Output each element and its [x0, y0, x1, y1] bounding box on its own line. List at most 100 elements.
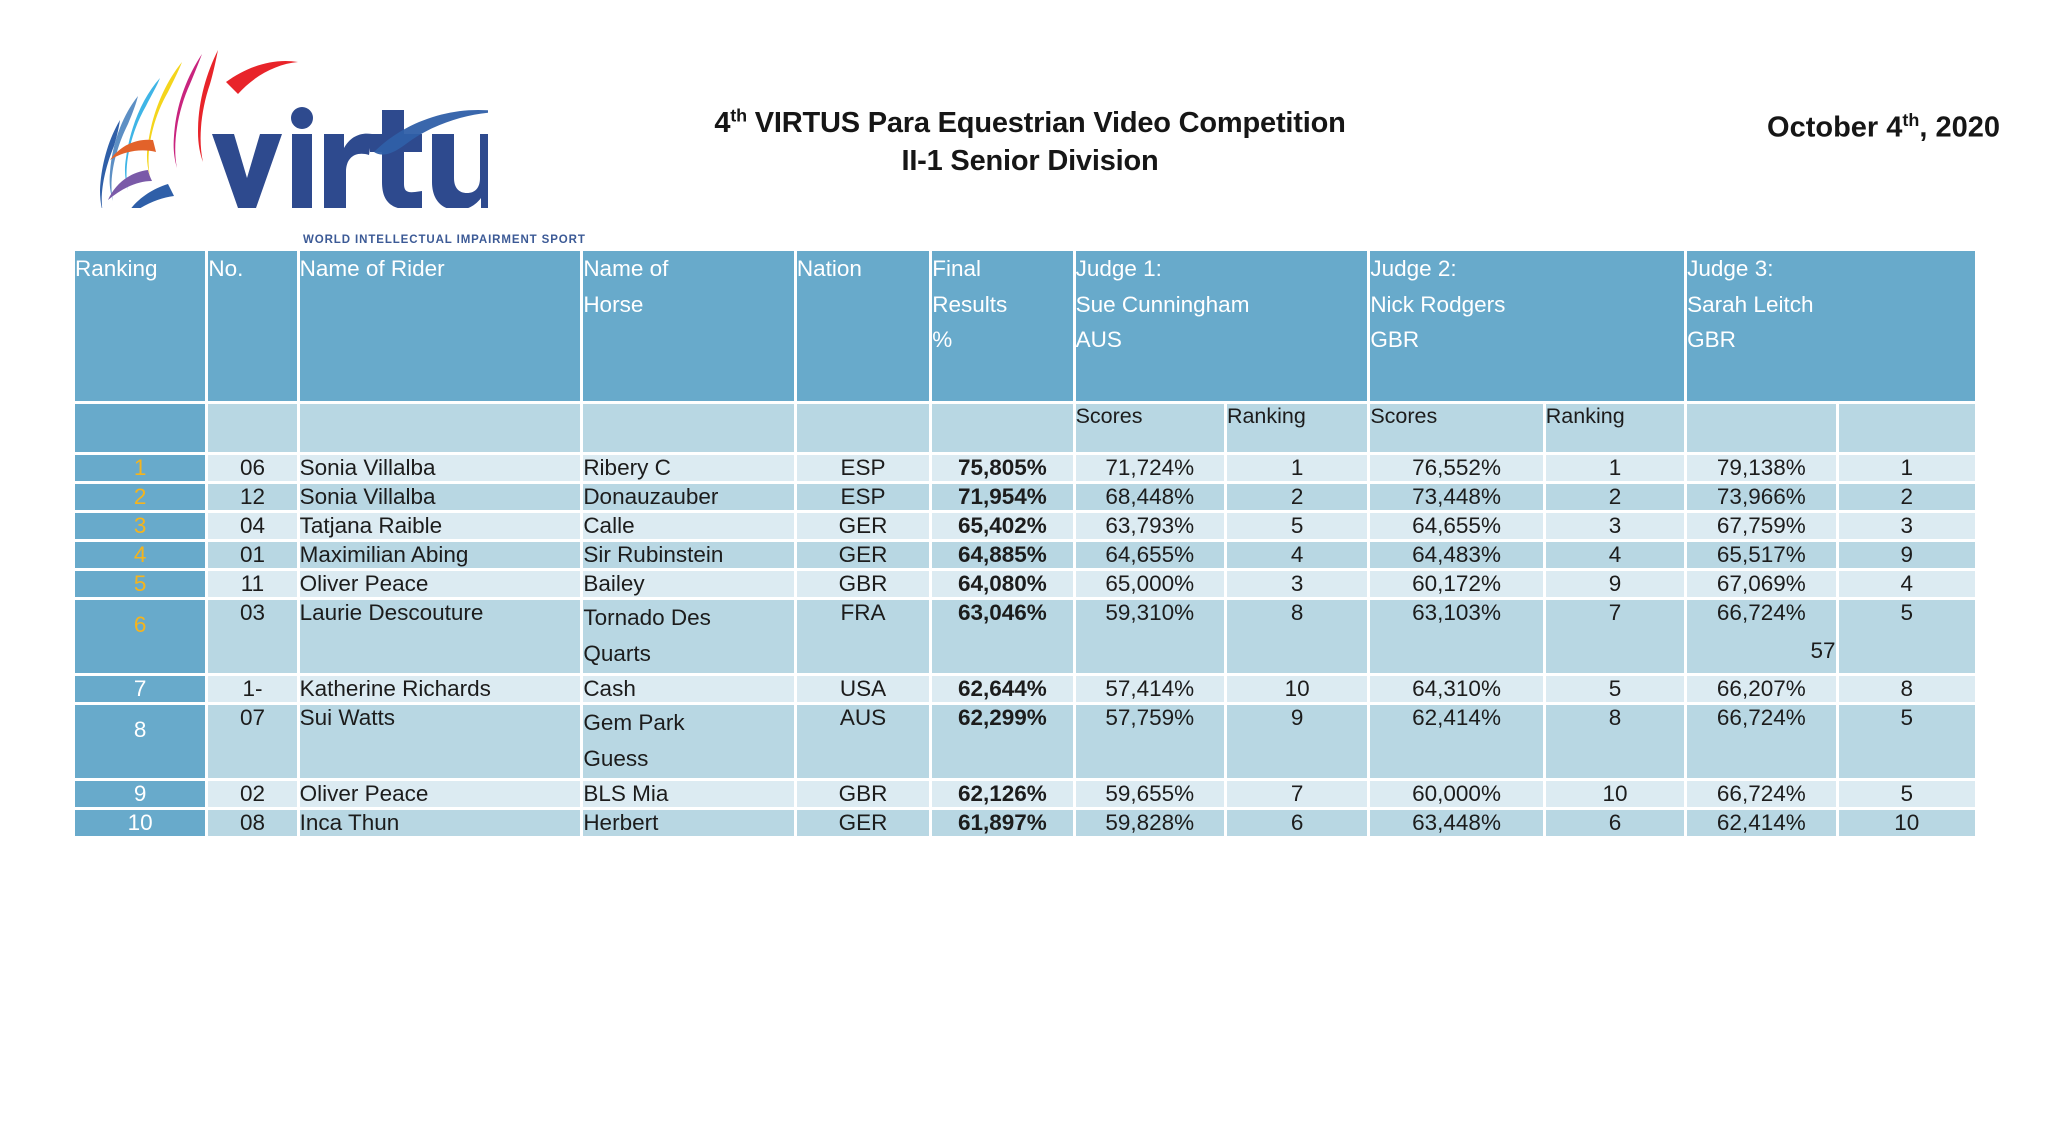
- cell-horse: Cash: [583, 675, 794, 702]
- table-row: 2 12 Sonia Villalba Donauzauber ESP 71,954% 68…: [75, 484, 1975, 510]
- cell-final-result: 63,046%: [932, 600, 1073, 673]
- cell-judge1-score: 71,724%: [1075, 455, 1224, 481]
- header-judge1-nation: AUS: [1075, 327, 1122, 353]
- cell-judge2-score: 64,310%: [1370, 675, 1543, 702]
- logo-tagline: WORLD INTELLECTUAL IMPAIRMENT SPORT: [303, 234, 586, 246]
- cell-judge3-score: 73,966%: [1687, 484, 1836, 510]
- cell-final-result: 75,805%: [932, 455, 1073, 481]
- cell-judge2-score: 60,000%: [1370, 780, 1543, 807]
- cell-judge3-score: 65,517%: [1687, 542, 1836, 568]
- cell-nation: AUS: [796, 704, 930, 778]
- table-row: 5 11 Oliver Peace Bailey GBR 64,080% 65,000% 3 6…: [75, 571, 1975, 597]
- cell-judge3-score: 66,724%: [1687, 704, 1836, 778]
- subheader-judge3-ranking: [1838, 404, 1975, 452]
- cell-judge1-score: 63,793%: [1075, 513, 1224, 539]
- subheader-rider: [299, 404, 581, 452]
- cell-judge1-score: 59,655%: [1075, 780, 1224, 807]
- cell-rider: Oliver Peace: [299, 780, 581, 807]
- cell-judge1-score: 59,310%: [1075, 600, 1224, 673]
- subheader-horse: [583, 404, 794, 452]
- cell-ranking: 6: [75, 600, 206, 673]
- header-judge1-name: Sue Cunningham: [1075, 291, 1250, 317]
- cell-judge1-ranking: 10: [1226, 675, 1368, 702]
- competition-date: October 4th, 2020: [1767, 110, 2000, 145]
- cell-horse: BLS Mia: [583, 780, 794, 807]
- cell-horse: Tornado Des Quarts: [583, 600, 794, 673]
- header-ranking-label: Ranking: [75, 256, 158, 281]
- header-final-label-3: %: [932, 327, 953, 353]
- subheader-judge3-scores: [1687, 404, 1836, 452]
- cell-judge3-ranking: 10: [1838, 809, 1975, 836]
- cell-judge2-ranking: 8: [1545, 704, 1685, 778]
- cell-judge1-score: 68,448%: [1075, 484, 1224, 510]
- cell-no: 01: [208, 542, 297, 568]
- header-judge1-label: Judge 1:: [1075, 256, 1162, 281]
- cell-no: 02: [208, 780, 297, 807]
- cell-judge2-ranking: 2: [1545, 484, 1685, 510]
- cell-judge3-ranking: 5: [1838, 704, 1975, 778]
- header-rider: Name of Rider: [299, 251, 581, 401]
- cell-rider: Tatjana Raible: [299, 513, 581, 539]
- header-ranking: Ranking: [75, 251, 206, 401]
- header-final-results: Final Results %: [932, 251, 1073, 401]
- cell-judge3-ranking: 3: [1838, 513, 1975, 539]
- cell-judge3-ranking: 4: [1838, 571, 1975, 597]
- cell-no: 07: [208, 704, 297, 778]
- title-line-1: 4th VIRTUS Para Equestrian Video Competi…: [520, 104, 1540, 142]
- cell-judge1-ranking: 1: [1226, 455, 1368, 481]
- virtus-logo: WORLD INTELLECTUAL IMPAIRMENT SPORT: [88, 38, 585, 246]
- cell-rider: Oliver Peace: [299, 571, 581, 597]
- results-table-body: 1 06 Sonia Villalba Ribery C ESP 75,805% 71,72…: [75, 455, 1975, 836]
- title-main-text: VIRTUS Para Equestrian Video Competition: [746, 107, 1346, 139]
- cell-judge3-score: 67,069%: [1687, 571, 1836, 597]
- cell-judge2-ranking: 7: [1545, 600, 1685, 673]
- cell-judge3-ranking: 2: [1838, 484, 1975, 510]
- header-judge-1: Judge 1: Sue Cunningham AUS: [1075, 251, 1368, 401]
- date-year: , 2020: [1919, 111, 2000, 144]
- cell-judge2-score: 63,448%: [1370, 809, 1543, 836]
- cell-no: 04: [208, 513, 297, 539]
- header-judge-2: Judge 2: Nick Rodgers GBR: [1370, 251, 1685, 401]
- results-table-container: Ranking No. Name of Rider Name of Horse …: [72, 248, 1978, 839]
- cell-judge2-ranking: 10: [1545, 780, 1685, 807]
- date-ordinal-suffix: th: [1902, 110, 1920, 130]
- header-judge2-name: Nick Rodgers: [1370, 291, 1506, 317]
- cell-no: 06: [208, 455, 297, 481]
- cell-judge2-ranking: 4: [1545, 542, 1685, 568]
- cell-judge1-ranking: 6: [1226, 809, 1368, 836]
- header-judge2-label: Judge 2:: [1370, 256, 1457, 281]
- cell-final-result: 71,954%: [932, 484, 1073, 510]
- cell-nation: USA: [796, 675, 930, 702]
- subheader-final: [932, 404, 1073, 452]
- cell-judge1-score: 59,828%: [1075, 809, 1224, 836]
- subheader-judge2-scores: Scores: [1370, 404, 1543, 452]
- cell-judge2-score: 76,552%: [1370, 455, 1543, 481]
- cell-nation: GER: [796, 542, 930, 568]
- header-final-label-2: Results: [932, 291, 1008, 317]
- cell-rider: Sonia Villalba: [299, 484, 581, 510]
- cell-final-result: 64,080%: [932, 571, 1073, 597]
- cell-nation: GBR: [796, 571, 930, 597]
- cell-nation: ESP: [796, 455, 930, 481]
- cell-judge3-score: 62,414%: [1687, 809, 1836, 836]
- cell-horse: Sir Rubinstein: [583, 542, 794, 568]
- table-row: 9 02 Oliver Peace BLS Mia GBR 62,126% 59,655% 7…: [75, 780, 1975, 807]
- cell-judge1-ranking: 7: [1226, 780, 1368, 807]
- table-row: 1 06 Sonia Villalba Ribery C ESP 75,805% 71,72…: [75, 455, 1975, 481]
- subheader-no: [208, 404, 297, 452]
- cell-ranking: 9: [75, 780, 206, 807]
- cell-judge1-ranking: 3: [1226, 571, 1368, 597]
- cell-judge3-ranking: 9: [1838, 542, 1975, 568]
- subheader-judge2-ranking: Ranking: [1545, 404, 1685, 452]
- cell-judge2-ranking: 6: [1545, 809, 1685, 836]
- cell-judge2-score: 63,103%: [1370, 600, 1543, 673]
- cell-final-result: 62,299%: [932, 704, 1073, 778]
- cell-horse: Bailey: [583, 571, 794, 597]
- table-row: 3 04 Tatjana Raible Calle GER 65,402% 63,793% 5…: [75, 513, 1975, 539]
- cell-judge1-score: 64,655%: [1075, 542, 1224, 568]
- cell-judge1-ranking: 2: [1226, 484, 1368, 510]
- virtus-logo-mark: [100, 50, 488, 208]
- cell-judge3-score: 67,759%: [1687, 513, 1836, 539]
- page-header: WORLD INTELLECTUAL IMPAIRMENT SPORT 4th …: [0, 0, 2048, 248]
- table-row: 10 08 Inca Thun Herbert GER 61,897% 59,828% 6 63…: [75, 809, 1975, 836]
